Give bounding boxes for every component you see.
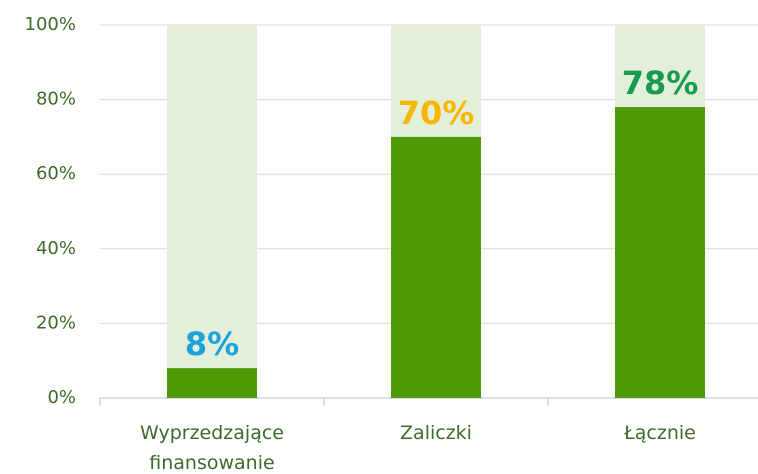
data-label: 8%: [185, 325, 239, 363]
bar: [615, 107, 705, 398]
y-tick-label: 80%: [36, 89, 76, 110]
x-tick-label: Łącznie: [624, 422, 696, 444]
y-tick-label: 0%: [47, 387, 76, 408]
data-label: 78%: [622, 64, 699, 102]
bar: [391, 136, 481, 398]
y-tick-label: 20%: [36, 312, 76, 333]
y-tick-label: 100%: [25, 14, 76, 35]
y-tick-label: 40%: [36, 238, 76, 259]
data-label: 70%: [398, 94, 475, 132]
x-tick-label: Zaliczki: [400, 422, 472, 444]
bar: [167, 368, 257, 398]
y-tick-label: 60%: [36, 163, 76, 184]
x-tick-label: Wyprzedzające finansowanie: [140, 422, 284, 474]
bar-track: [167, 25, 257, 398]
